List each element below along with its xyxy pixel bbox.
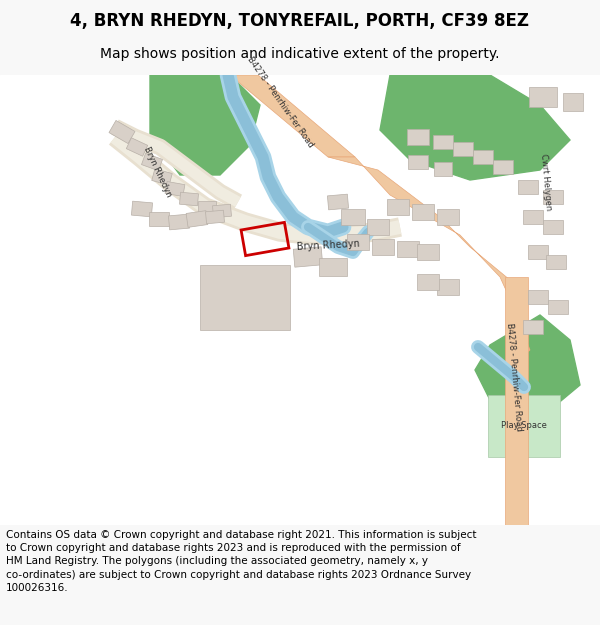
Bar: [179, 192, 199, 206]
Bar: [328, 194, 349, 210]
Bar: [142, 153, 163, 171]
Bar: [528, 245, 548, 259]
Text: Play Space: Play Space: [501, 421, 547, 431]
Bar: [417, 274, 439, 290]
Bar: [437, 279, 459, 295]
Polygon shape: [475, 315, 580, 410]
Bar: [131, 201, 152, 217]
Bar: [152, 169, 172, 185]
Polygon shape: [505, 277, 528, 525]
Bar: [212, 204, 232, 217]
Bar: [493, 160, 513, 174]
Bar: [127, 138, 148, 156]
Bar: [434, 162, 452, 176]
Bar: [149, 212, 169, 226]
Bar: [109, 121, 135, 144]
Bar: [241, 222, 289, 256]
Bar: [412, 204, 434, 220]
Text: Bryn Rhedyn: Bryn Rhedyn: [296, 238, 360, 252]
Bar: [186, 211, 208, 227]
Bar: [293, 247, 323, 267]
Bar: [347, 234, 369, 250]
Bar: [165, 181, 185, 196]
Polygon shape: [150, 75, 260, 175]
Bar: [546, 255, 566, 269]
Bar: [528, 290, 548, 304]
Text: Bryn Rhedyn: Bryn Rhedyn: [142, 146, 173, 199]
Bar: [529, 87, 557, 107]
Bar: [408, 155, 428, 169]
Bar: [206, 210, 224, 224]
Text: Contains OS data © Crown copyright and database right 2021. This information is : Contains OS data © Crown copyright and d…: [6, 530, 476, 592]
Bar: [319, 258, 347, 276]
Bar: [169, 214, 190, 230]
Bar: [437, 209, 459, 225]
Bar: [523, 210, 543, 224]
Text: 4, BRYN RHEDYN, TONYREFAIL, PORTH, CF39 8EZ: 4, BRYN RHEDYN, TONYREFAIL, PORTH, CF39 …: [71, 12, 530, 30]
Text: B4278 - Penrhiw-Fer Road: B4278 - Penrhiw-Fer Road: [245, 55, 315, 149]
Bar: [407, 129, 429, 145]
Bar: [543, 190, 563, 204]
Polygon shape: [380, 75, 570, 180]
Bar: [198, 201, 216, 213]
Polygon shape: [230, 75, 355, 157]
Bar: [200, 265, 290, 330]
Bar: [473, 150, 493, 164]
Bar: [488, 395, 560, 457]
Text: Map shows position and indicative extent of the property.: Map shows position and indicative extent…: [100, 47, 500, 61]
Bar: [518, 180, 538, 194]
Bar: [397, 241, 419, 257]
Bar: [433, 135, 453, 149]
Bar: [453, 142, 473, 156]
Bar: [523, 320, 543, 334]
Polygon shape: [328, 157, 530, 355]
Bar: [417, 244, 439, 260]
Bar: [563, 93, 583, 111]
Bar: [387, 199, 409, 215]
Bar: [367, 219, 389, 235]
Bar: [543, 220, 563, 234]
Bar: [372, 239, 394, 255]
Text: Cwrt Helygen: Cwrt Helygen: [539, 153, 553, 211]
Bar: [548, 300, 568, 314]
Text: B4278 - Penrhiw-Fer Road: B4278 - Penrhiw-Fer Road: [505, 322, 523, 431]
Bar: [341, 209, 365, 225]
